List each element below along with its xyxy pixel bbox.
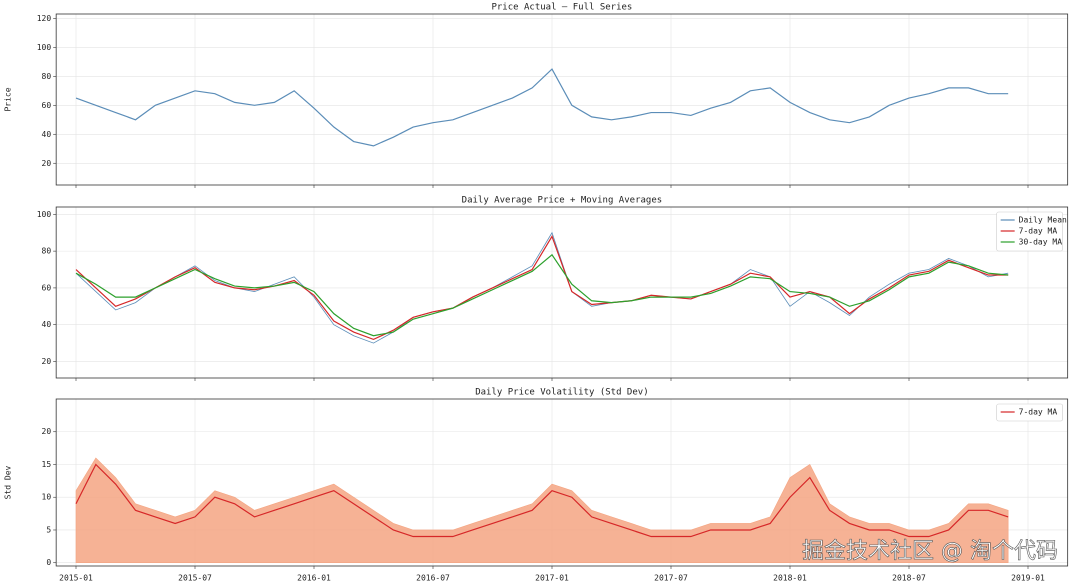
chart-title: Price Actual — Full Series [491, 3, 632, 13]
y-tick-label: 100 [37, 210, 52, 219]
y-tick-label: 40 [42, 320, 52, 329]
y-tick-label: 40 [42, 130, 52, 139]
line [75, 68, 1009, 147]
x-tick-label: 2018-07 [892, 574, 926, 583]
x-tick-label: 2018-01 [773, 574, 807, 583]
y-tick-label: 80 [42, 72, 52, 81]
plot-frame [55, 13, 1069, 186]
y-tick-label: 80 [42, 247, 52, 256]
chart-title: Daily Average Price + Moving Averages [462, 196, 662, 206]
x-tick-label: 2016-01 [297, 574, 331, 583]
legend [996, 211, 1063, 252]
x-tick-label: 2015-07 [178, 574, 212, 583]
x-tick-label: 2016-07 [416, 574, 450, 583]
line [75, 235, 1009, 341]
line [75, 463, 1009, 538]
x-tick-label: 2017-01 [535, 574, 569, 583]
y-tick-label: 20 [42, 159, 52, 168]
line [75, 253, 1009, 337]
legend [996, 403, 1063, 422]
y-tick-label: 15 [42, 460, 52, 469]
x-tick-label: 2015-01 [59, 574, 93, 583]
y-tick-label: 10 [42, 493, 52, 502]
legend-label: Daily Mean [1019, 216, 1067, 225]
x-tick-label: 2019-01 [1011, 574, 1045, 583]
y-tick-label: 20 [42, 427, 52, 436]
chart-title: Daily Price Volatility (Std Dev) [475, 388, 648, 398]
y-tick-label: 100 [37, 43, 52, 52]
legend-label: 30-day MA [1019, 238, 1063, 247]
y-tick-label: 60 [42, 283, 52, 292]
area [75, 457, 1009, 564]
y-axis-label: Std Dev [4, 465, 13, 499]
plot-frame [55, 206, 1069, 379]
y-tick-label: 20 [42, 357, 52, 366]
y-tick-label: 0 [46, 558, 51, 567]
legend-label: 7-day MA [1019, 408, 1058, 417]
plot-frame [55, 398, 1069, 567]
watermark: 掘金技术社区 @ 淘个代码 [802, 539, 1058, 564]
y-tick-label: 120 [37, 14, 52, 23]
y-tick-label: 60 [42, 101, 52, 110]
y-tick-label: 5 [46, 525, 51, 534]
legend-label: 7-day MA [1019, 227, 1058, 236]
x-tick-label: 2017-07 [654, 574, 688, 583]
y-axis-label: Price [4, 87, 13, 111]
